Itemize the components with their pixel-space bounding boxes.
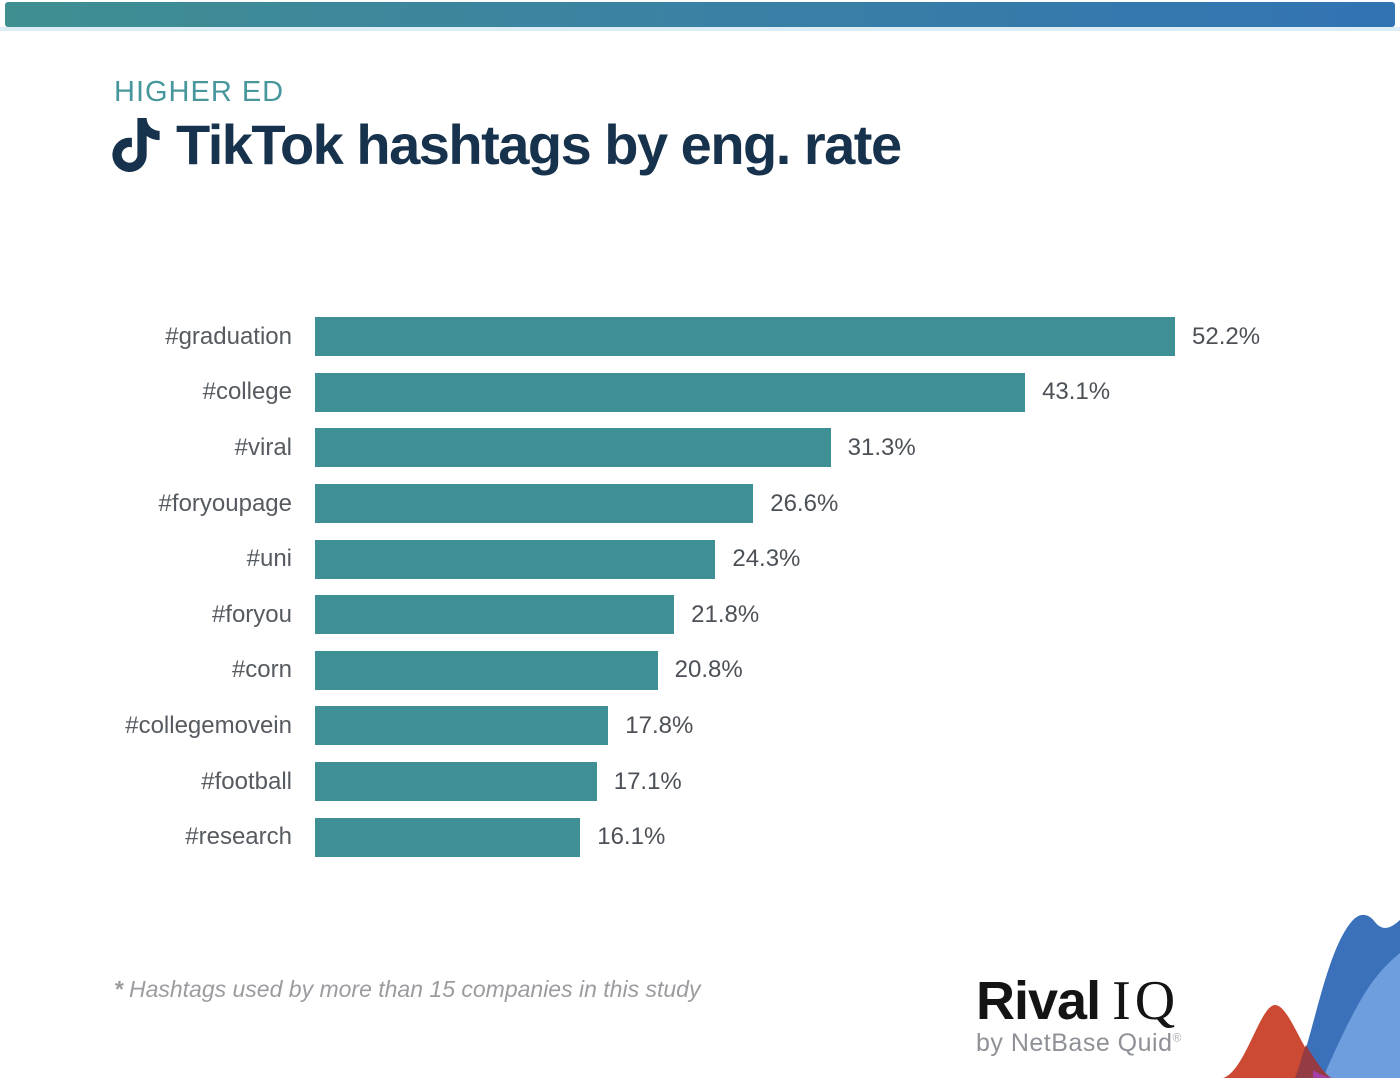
bar: [315, 650, 658, 690]
bar-track: 43.1%: [315, 372, 1175, 412]
hashtag-label: #foryoupage: [158, 489, 292, 517]
rival-iq-wordmark: Rival IQ: [976, 969, 1182, 1033]
bar-track: 21.8%: [315, 595, 1175, 635]
bar-value: 17.8%: [625, 711, 694, 739]
decorative-curves-graphic: [1223, 914, 1400, 1078]
bar-value: 26.6%: [770, 489, 839, 517]
registered-mark: ®: [1172, 1030, 1182, 1045]
hashtag-label: #collegemovein: [125, 711, 292, 739]
bar-row: #college 43.1%: [115, 365, 1355, 421]
category-label: HIGHER ED: [114, 76, 285, 108]
bar: [315, 372, 1026, 412]
top-gradient-bar-glow: [0, 27, 1400, 31]
bar-value: 43.1%: [1042, 378, 1111, 406]
bar-track: 26.6%: [315, 484, 1175, 524]
top-gradient-bar: [5, 2, 1395, 27]
bar-value: 21.8%: [691, 600, 760, 628]
bar-row: #foryou 21.8%: [115, 587, 1355, 643]
bar-row: #collegemovein 17.8%: [115, 698, 1355, 754]
bar-chart: #graduation 52.2% #college 43.1% #viral 31.3%…: [115, 309, 1355, 865]
footnote: * Hashtags used by more than 15 companies…: [114, 976, 700, 1003]
hashtag-label: #foryou: [211, 600, 292, 628]
bar-value: 16.1%: [597, 823, 666, 851]
bar: [315, 817, 581, 857]
bar: [315, 706, 609, 746]
hashtag-label: #uni: [246, 545, 292, 573]
bar-track: 24.3%: [315, 539, 1175, 579]
bar-value: 52.2%: [1192, 322, 1261, 350]
hashtag-label: #college: [202, 378, 292, 406]
rival-iq-logo: Rival IQ by NetBase Quid®: [976, 969, 1182, 1058]
hashtag-label: #graduation: [165, 322, 292, 350]
bar-row: #research 16.1%: [115, 809, 1355, 865]
bar-row: #corn 20.8%: [115, 643, 1355, 699]
logo-byline: by NetBase Quid®: [976, 1029, 1182, 1057]
logo-rival-text: Rival: [976, 971, 1101, 1031]
bar-row: #football 17.1%: [115, 754, 1355, 810]
bar-value: 31.3%: [847, 433, 916, 461]
footnote-text: Hashtags used by more than 15 companies …: [128, 976, 701, 1002]
page-title: TikTok hashtags by eng. rate: [176, 113, 902, 176]
bar-row: #viral 31.3%: [115, 420, 1355, 476]
bar-track: 17.8%: [315, 706, 1175, 746]
bar-row: #foryoupage 26.6%: [115, 476, 1355, 532]
logo-iq-text: IQ: [1112, 970, 1180, 1032]
bar-track: 52.2%: [315, 317, 1260, 357]
bar: [315, 484, 754, 524]
tiktok-note-icon: [112, 117, 160, 172]
bar: [315, 539, 716, 579]
hashtag-label: #football: [201, 767, 292, 795]
bar-value: 24.3%: [732, 545, 801, 573]
bar: [315, 428, 831, 468]
bar: [315, 762, 597, 802]
footnote-marker: *: [114, 976, 123, 1002]
bar: [315, 595, 675, 635]
hashtag-label: #viral: [234, 433, 292, 461]
bar: [315, 317, 1175, 357]
bar-track: 20.8%: [315, 650, 1175, 690]
title-row: TikTok hashtags by eng. rate: [112, 112, 902, 177]
bar-track: 31.3%: [315, 428, 1175, 468]
bar-value: 20.8%: [674, 656, 743, 684]
bar-track: 16.1%: [315, 817, 1175, 857]
hashtag-label: #research: [185, 823, 292, 851]
hashtag-label: #corn: [231, 656, 292, 684]
bar-track: 17.1%: [315, 762, 1175, 802]
bar-value: 17.1%: [613, 767, 682, 795]
bar-row: #uni 24.3%: [115, 531, 1355, 587]
bar-row: #graduation 52.2%: [115, 309, 1355, 365]
